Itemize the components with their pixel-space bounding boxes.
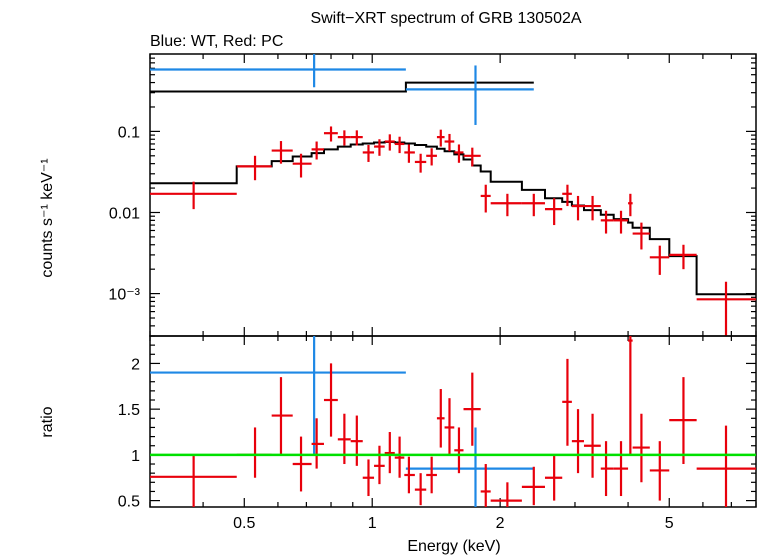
wt-point [405, 427, 534, 507]
pc-point [337, 130, 351, 146]
wt-model-line [150, 81, 534, 93]
pc-point [426, 456, 437, 494]
pc-point [613, 441, 629, 497]
pc-point [404, 144, 415, 163]
x-tick-label: 1 [368, 515, 377, 532]
pc-point [571, 195, 584, 221]
pc-point [600, 210, 614, 234]
pc-point [436, 389, 445, 448]
pc-point [311, 418, 324, 469]
pc-point [521, 193, 545, 217]
pc-point [350, 130, 363, 146]
ratio-y-axis-label: ratio [39, 406, 56, 437]
pc-point [150, 454, 237, 507]
pc-point [562, 358, 572, 446]
y-tick-label: 2 [131, 356, 140, 373]
pc-point [454, 144, 464, 163]
pc-point [669, 377, 697, 465]
pc-point [426, 148, 437, 166]
wt-point [150, 336, 406, 455]
pc-point [669, 244, 697, 270]
pc-point [696, 425, 756, 507]
pc-point [649, 441, 670, 501]
pc-point [544, 454, 563, 501]
spectrum-plot-frame [149, 53, 757, 337]
chart-title: Swift−XRT spectrum of GRB 130502A [310, 10, 581, 27]
pc-point [463, 147, 481, 167]
pc-point [444, 133, 455, 152]
chart-subtitle: Blue: WT, Red: PC [150, 33, 283, 50]
wt-point [150, 54, 406, 88]
wt-point [405, 65, 534, 125]
pc-point [628, 193, 633, 217]
pc-point [436, 129, 445, 147]
pc-point [292, 436, 312, 492]
pc-point [271, 141, 293, 164]
pc-point [613, 210, 629, 234]
pc-point [632, 222, 650, 250]
pc-point [362, 459, 375, 497]
pc-point [571, 409, 584, 474]
pc-model-line [150, 141, 756, 296]
pc-point [292, 153, 312, 178]
pc-point [150, 181, 237, 210]
pc-point [632, 413, 650, 483]
pc-point [236, 427, 272, 478]
pc-point [394, 136, 405, 154]
pc-point [323, 126, 338, 142]
x-axis-label: Energy (keV) [407, 538, 500, 555]
pc-point [463, 372, 481, 446]
pc-point [236, 155, 272, 181]
pc-point [337, 413, 351, 465]
pc-point [521, 466, 545, 506]
pc-point [490, 193, 522, 217]
y-tick-label: 0.1 [118, 124, 140, 141]
pc-point [311, 141, 324, 160]
pc-point [374, 445, 385, 485]
pc-point [394, 436, 405, 478]
pc-point [374, 139, 385, 156]
pc-point [600, 441, 614, 497]
pc-point [454, 427, 464, 474]
y-tick-label: 1.5 [118, 402, 140, 419]
y-tick-label: 1 [131, 448, 140, 465]
pc-point [480, 184, 491, 213]
x-tick-label: 5 [665, 515, 674, 532]
pc-point [414, 153, 427, 173]
pc-point [271, 377, 293, 455]
pc-point [583, 413, 601, 478]
pc-point [323, 363, 338, 437]
pc-point [384, 134, 395, 151]
pc-point [414, 473, 427, 506]
pc-point [362, 144, 375, 162]
pc-point [444, 398, 455, 455]
x-tick-label: 2 [496, 515, 505, 532]
spectrum-y-axis-label: counts s⁻¹ keV⁻¹ [39, 158, 56, 277]
pc-point [404, 456, 415, 494]
pc-point [480, 464, 491, 507]
y-tick-label: 0.01 [109, 205, 140, 222]
pc-point [490, 482, 522, 507]
pc-point [384, 432, 395, 474]
pc-point [628, 336, 633, 455]
ratio-plot-frame [149, 335, 757, 508]
pc-point [649, 245, 670, 275]
pc-point [562, 184, 572, 207]
y-tick-label: 0.5 [118, 494, 140, 511]
pc-point [544, 198, 563, 226]
ratio-panel: 0.5 1 2 5 0.5 1 1.5 2 [118, 335, 757, 532]
x-tick-label: 0.5 [233, 515, 255, 532]
spectrum-panel: 0.1 0.01 10⁻³ [108, 53, 757, 337]
pc-point [350, 415, 363, 466]
pc-point [583, 195, 601, 221]
pc-point [696, 281, 756, 336]
y-tick-label: 10⁻³ [108, 287, 140, 304]
